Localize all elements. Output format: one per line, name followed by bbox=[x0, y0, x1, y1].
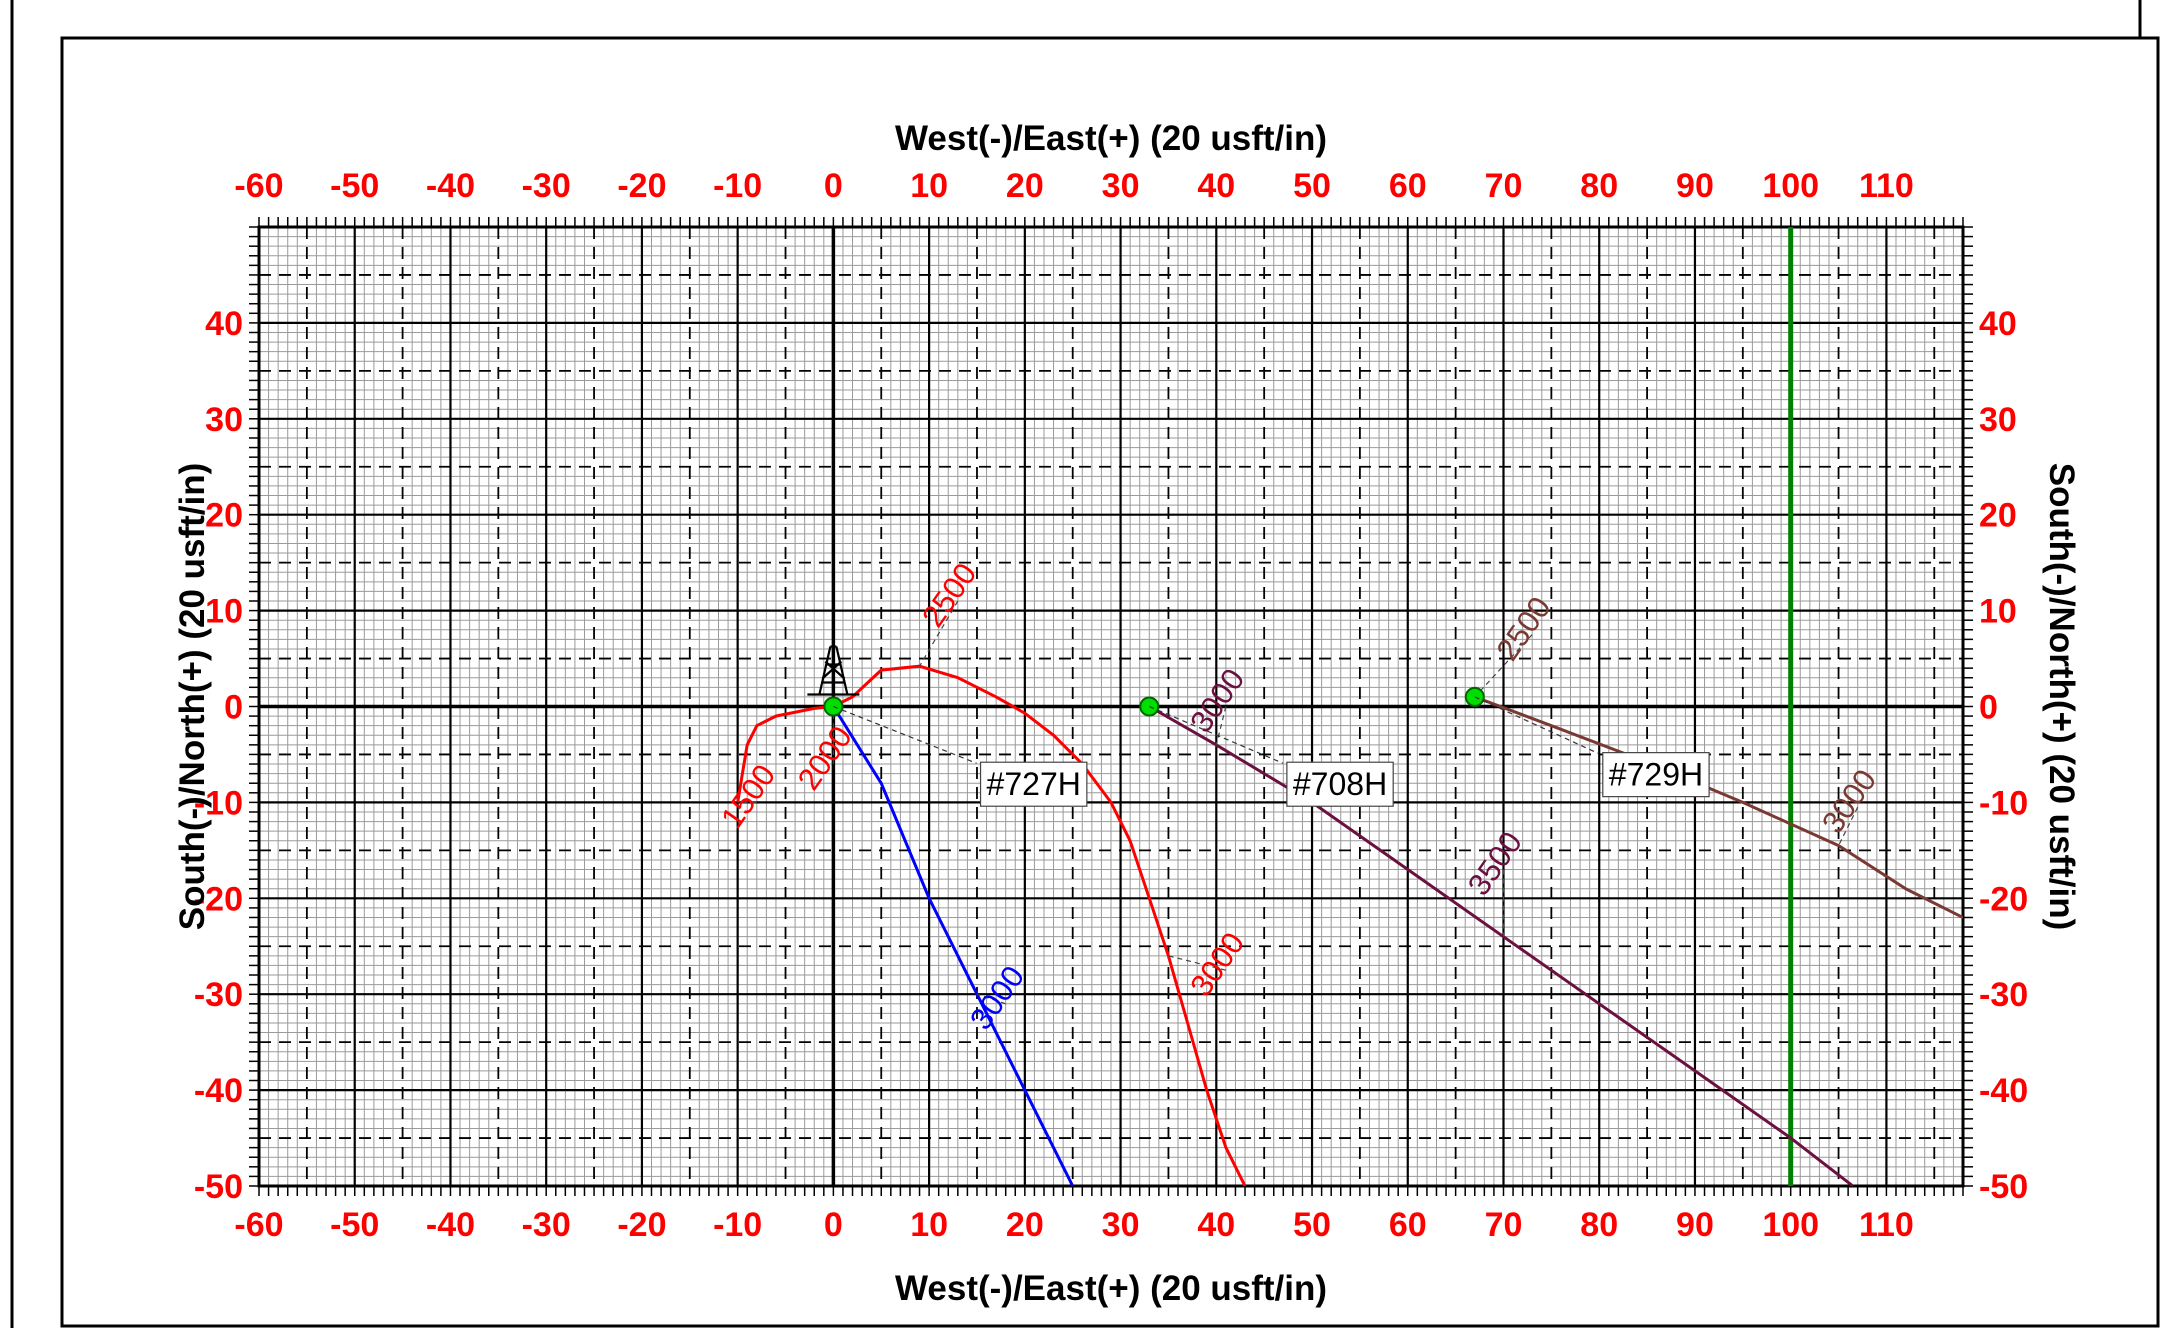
x-tick-label-top: -40 bbox=[426, 167, 475, 205]
y-tick-label-left: -20 bbox=[194, 880, 243, 918]
plot-border bbox=[60, 36, 2160, 1328]
well-paths bbox=[736, 600, 1963, 1186]
x-tick-label-top: -50 bbox=[330, 167, 379, 205]
x-tick-label-top: 110 bbox=[1859, 167, 1914, 205]
y-tick-label-right: -30 bbox=[1979, 976, 2028, 1014]
x-tick-label-bottom: -40 bbox=[426, 1206, 475, 1244]
x-tick-label-bottom: -10 bbox=[713, 1206, 762, 1244]
well-name-label: #708H bbox=[1293, 766, 1387, 802]
x-tick-label-top: 50 bbox=[1293, 167, 1331, 205]
x-tick-label-bottom: 20 bbox=[1006, 1206, 1044, 1244]
x-tick-label-top: 90 bbox=[1676, 167, 1714, 205]
y-tick-label-right: 10 bbox=[1979, 593, 2017, 631]
x-axis-title-bottom: West(-)/East(+) (20 usft/in) bbox=[895, 1269, 1327, 1308]
x-tick-label-bottom: 40 bbox=[1197, 1206, 1235, 1244]
plot-area: -60-60-50-50-40-40-30-30-20-20-10-100010… bbox=[173, 119, 2081, 1308]
y-tick-label-left: 40 bbox=[205, 305, 243, 343]
well-label-leader bbox=[1149, 705, 1284, 764]
x-tick-label-top: 60 bbox=[1389, 167, 1427, 205]
well-name-box bbox=[1602, 752, 1710, 798]
y-tick-label-left: -40 bbox=[194, 1072, 243, 1110]
well-name-box bbox=[979, 761, 1088, 807]
y-tick-label-right: 40 bbox=[1979, 305, 2017, 343]
x-tick-label-top: -20 bbox=[617, 167, 666, 205]
well-path-well_708H bbox=[1148, 705, 1854, 1186]
y-tick-label-left: 30 bbox=[205, 401, 243, 439]
y-tick-label-left: 10 bbox=[205, 593, 243, 631]
well-path-well_729H bbox=[1474, 695, 1963, 919]
x-tick-label-bottom: -30 bbox=[522, 1206, 571, 1244]
x-tick-label-bottom: -20 bbox=[617, 1206, 666, 1244]
drilling-rig-icon bbox=[807, 645, 860, 696]
x-tick-label-top: -10 bbox=[713, 167, 762, 205]
depth-leader bbox=[919, 600, 959, 667]
y-tick-label-right: 20 bbox=[1979, 497, 2017, 535]
well-name-label: #727H bbox=[987, 766, 1081, 802]
x-tick-label-bottom: 30 bbox=[1102, 1206, 1140, 1244]
y-tick-label-right: 0 bbox=[1979, 689, 1998, 727]
x-tick-label-bottom: 10 bbox=[910, 1206, 948, 1244]
y-tick-label-left: 0 bbox=[224, 689, 243, 727]
y-tick-label-left: -30 bbox=[194, 976, 243, 1014]
edge-ticks bbox=[249, 217, 1973, 1196]
x-tick-label-bottom: 110 bbox=[1859, 1206, 1914, 1244]
x-tick-label-top: 40 bbox=[1197, 167, 1235, 205]
plot-area-border bbox=[257, 225, 1965, 1188]
y-axis-title-right: South(-)/North(+) (20 usft/in) bbox=[2042, 463, 2081, 931]
well-label-leader bbox=[833, 705, 977, 764]
y-tick-label-right: -40 bbox=[1979, 1072, 2028, 1110]
x-tick-label-top: -30 bbox=[522, 167, 571, 205]
x-tick-label-top: 10 bbox=[910, 167, 948, 205]
x-axis-title-top: West(-)/East(+) (20 usft/in) bbox=[895, 119, 1327, 158]
y-tick-label-left: 20 bbox=[205, 497, 243, 535]
x-tick-label-bottom: 90 bbox=[1676, 1206, 1714, 1244]
y-tick-label-left: -50 bbox=[194, 1168, 243, 1206]
x-tick-label-bottom: 70 bbox=[1485, 1206, 1523, 1244]
depth-leader bbox=[1168, 955, 1227, 971]
x-tick-label-bottom: 60 bbox=[1389, 1206, 1427, 1244]
y-tick-label-left: -10 bbox=[194, 784, 243, 822]
x-tick-label-bottom: 80 bbox=[1580, 1206, 1618, 1244]
well-label-leader bbox=[1474, 696, 1600, 755]
well-path-well_727H bbox=[832, 705, 1075, 1186]
y-tick-label-right: 30 bbox=[1979, 401, 2017, 439]
x-tick-label-bottom: 0 bbox=[824, 1206, 843, 1244]
y-tick-label-right: -10 bbox=[1979, 784, 2028, 822]
x-tick-label-top: 0 bbox=[824, 167, 843, 205]
x-tick-label-bottom: -60 bbox=[234, 1206, 283, 1244]
well-name-box bbox=[1286, 761, 1394, 807]
x-tick-label-bottom: -50 bbox=[330, 1206, 379, 1244]
x-tick-label-top: 30 bbox=[1102, 167, 1140, 205]
x-tick-label-top: -60 bbox=[234, 167, 283, 205]
y-tick-label-right: -20 bbox=[1979, 880, 2028, 918]
x-tick-label-bottom: 50 bbox=[1293, 1206, 1331, 1244]
y-tick-label-right: -50 bbox=[1979, 1168, 2028, 1206]
x-tick-label-top: 20 bbox=[1006, 167, 1044, 205]
x-tick-label-bottom: 100 bbox=[1762, 1206, 1819, 1244]
depth-leader bbox=[1838, 806, 1859, 846]
depth-leader bbox=[1215, 706, 1227, 746]
x-tick-label-top: 70 bbox=[1485, 167, 1523, 205]
x-tick-label-top: 100 bbox=[1762, 167, 1819, 205]
y-axis-title-left: South(-)/North(+) (20 usft/in) bbox=[173, 463, 212, 931]
x-tick-label-top: 80 bbox=[1580, 167, 1618, 205]
well-path-well_offset_red bbox=[736, 664, 1247, 1186]
well-name-label: #729H bbox=[1609, 757, 1703, 793]
